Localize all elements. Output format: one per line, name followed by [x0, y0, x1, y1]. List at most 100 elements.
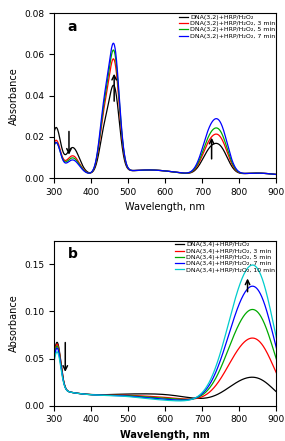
DNA(3,2)+HRP/H₂O₂, 7 min [194, 163, 198, 168]
DNA(3,4)+HRP/H₂O₂, 5 min [52, 355, 56, 360]
Line: DNA(3,4)+HRP/H₂O₂: DNA(3,4)+HRP/H₂O₂ [54, 342, 276, 398]
DNA(3,4)+HRP/H₂O₂ [55, 340, 59, 345]
DNA(3,4)+HRP/H₂O₂, 10 min [251, 262, 254, 268]
Line: DNA(3,2)+HRP/H₂O₂: DNA(3,2)+HRP/H₂O₂ [54, 85, 276, 175]
DNA(3,2)+HRP/H₂O₂, 3 min [188, 170, 191, 176]
DNA(3,4)+HRP/H₂O₂, 10 min [194, 395, 198, 400]
X-axis label: Wavelength, nm: Wavelength, nm [125, 202, 205, 213]
DNA(3,4)+HRP/H₂O₂ [182, 394, 185, 400]
Y-axis label: Absorbance: Absorbance [9, 67, 19, 124]
DNA(3,4)+HRP/H₂O₂, 3 min [194, 396, 198, 401]
DNA(3,2)+HRP/H₂O₂ [112, 82, 115, 88]
Text: b: b [68, 247, 77, 262]
DNA(3,4)+HRP/H₂O₂, 7 min [182, 397, 185, 403]
DNA(3,4)+HRP/H₂O₂, 5 min [66, 389, 70, 394]
DNA(3,2)+HRP/H₂O₂, 3 min [182, 171, 185, 176]
Line: DNA(3,2)+HRP/H₂O₂, 3 min: DNA(3,2)+HRP/H₂O₂, 3 min [54, 59, 276, 175]
Legend: DNA(3,2)+HRP/H₂O₂, DNA(3,2)+HRP/H₂O₂, 3 min, DNA(3,2)+HRP/H₂O₂, 5 min, DNA(3,2)+: DNA(3,2)+HRP/H₂O₂, DNA(3,2)+HRP/H₂O₂, 3 … [178, 14, 276, 39]
DNA(3,2)+HRP/H₂O₂, 5 min [52, 142, 56, 148]
DNA(3,2)+HRP/H₂O₂ [188, 170, 191, 176]
DNA(3,2)+HRP/H₂O₂, 3 min [244, 171, 248, 176]
Legend: DNA(3,4)+HRP/H₂O₂, DNA(3,4)+HRP/H₂O₂, 3 min, DNA(3,4)+HRP/H₂O₂, 5 min, DNA(3,4)+: DNA(3,4)+HRP/H₂O₂, DNA(3,4)+HRP/H₂O₂, 3 … [174, 241, 276, 273]
DNA(3,4)+HRP/H₂O₂, 3 min [182, 396, 185, 402]
DNA(3,2)+HRP/H₂O₂, 3 min [52, 141, 56, 146]
DNA(3,2)+HRP/H₂O₂, 3 min [112, 56, 115, 61]
DNA(3,4)+HRP/H₂O₂, 5 min [251, 307, 254, 312]
DNA(3,2)+HRP/H₂O₂ [52, 129, 56, 135]
DNA(3,2)+HRP/H₂O₂, 7 min [275, 172, 278, 177]
DNA(3,4)+HRP/H₂O₂, 3 min [251, 336, 254, 341]
Y-axis label: Absorbance: Absorbance [9, 295, 19, 352]
DNA(3,4)+HRP/H₂O₂, 3 min [52, 353, 56, 359]
DNA(3,4)+HRP/H₂O₂, 10 min [66, 389, 70, 394]
DNA(3,2)+HRP/H₂O₂, 7 min [244, 171, 248, 176]
DNA(3,2)+HRP/H₂O₂, 5 min [112, 47, 115, 52]
DNA(3,2)+HRP/H₂O₂ [182, 171, 185, 176]
DNA(3,4)+HRP/H₂O₂, 7 min [194, 395, 198, 400]
Line: DNA(3,4)+HRP/H₂O₂, 5 min: DNA(3,4)+HRP/H₂O₂, 5 min [54, 310, 276, 400]
DNA(3,4)+HRP/H₂O₂, 10 min [244, 268, 248, 273]
DNA(3,2)+HRP/H₂O₂, 7 min [52, 143, 56, 148]
DNA(3,4)+HRP/H₂O₂, 7 min [221, 350, 225, 355]
DNA(3,4)+HRP/H₂O₂ [52, 352, 56, 357]
DNA(3,4)+HRP/H₂O₂, 7 min [52, 356, 56, 361]
DNA(3,4)+HRP/H₂O₂, 3 min [187, 396, 190, 402]
DNA(3,4)+HRP/H₂O₂, 3 min [275, 370, 278, 376]
DNA(3,4)+HRP/H₂O₂, 5 min [183, 397, 186, 402]
DNA(3,4)+HRP/H₂O₂, 5 min [188, 396, 191, 402]
DNA(3,2)+HRP/H₂O₂ [275, 172, 278, 177]
Line: DNA(3,4)+HRP/H₂O₂, 10 min: DNA(3,4)+HRP/H₂O₂, 10 min [54, 265, 276, 401]
DNA(3,4)+HRP/H₂O₂ [275, 389, 278, 395]
DNA(3,2)+HRP/H₂O₂, 3 min [221, 139, 225, 144]
DNA(3,2)+HRP/H₂O₂, 7 min [112, 41, 115, 46]
DNA(3,2)+HRP/H₂O₂ [244, 171, 248, 176]
DNA(3,4)+HRP/H₂O₂, 7 min [244, 288, 248, 294]
DNA(3,4)+HRP/H₂O₂, 10 min [221, 341, 225, 346]
DNA(3,2)+HRP/H₂O₂, 5 min [194, 164, 198, 169]
DNA(3,2)+HRP/H₂O₂ [66, 150, 70, 155]
DNA(3,2)+HRP/H₂O₂, 5 min [244, 171, 248, 176]
DNA(3,2)+HRP/H₂O₂, 5 min [66, 158, 70, 164]
DNA(3,4)+HRP/H₂O₂, 3 min [221, 372, 225, 377]
DNA(3,4)+HRP/H₂O₂, 3 min [188, 396, 191, 402]
DNA(3,4)+HRP/H₂O₂, 10 min [52, 359, 56, 364]
DNA(3,4)+HRP/H₂O₂, 10 min [178, 398, 181, 404]
DNA(3,4)+HRP/H₂O₂, 7 min [188, 397, 191, 402]
DNA(3,2)+HRP/H₂O₂, 7 min [182, 170, 185, 176]
Line: DNA(3,4)+HRP/H₂O₂, 7 min: DNA(3,4)+HRP/H₂O₂, 7 min [54, 286, 276, 400]
X-axis label: Wavelength, nm: Wavelength, nm [121, 430, 210, 440]
DNA(3,4)+HRP/H₂O₂, 7 min [275, 346, 278, 351]
DNA(3,2)+HRP/H₂O₂, 3 min [275, 172, 278, 177]
DNA(3,2)+HRP/H₂O₂, 3 min [194, 165, 198, 170]
DNA(3,2)+HRP/H₂O₂, 7 min [221, 126, 225, 131]
Line: DNA(3,2)+HRP/H₂O₂, 7 min: DNA(3,2)+HRP/H₂O₂, 7 min [54, 43, 276, 175]
Text: a: a [68, 20, 77, 34]
Line: DNA(3,4)+HRP/H₂O₂, 3 min: DNA(3,4)+HRP/H₂O₂, 3 min [54, 338, 276, 399]
DNA(3,4)+HRP/H₂O₂, 10 min [182, 398, 185, 404]
DNA(3,4)+HRP/H₂O₂, 10 min [275, 336, 278, 341]
DNA(3,4)+HRP/H₂O₂, 3 min [244, 338, 248, 344]
DNA(3,2)+HRP/H₂O₂, 7 min [66, 160, 70, 165]
DNA(3,4)+HRP/H₂O₂, 5 min [275, 357, 278, 362]
DNA(3,4)+HRP/H₂O₂, 5 min [244, 310, 248, 316]
DNA(3,4)+HRP/H₂O₂ [245, 375, 248, 381]
DNA(3,2)+HRP/H₂O₂, 7 min [188, 170, 191, 175]
DNA(3,2)+HRP/H₂O₂ [194, 167, 198, 172]
DNA(3,4)+HRP/H₂O₂, 5 min [182, 397, 185, 402]
DNA(3,4)+HRP/H₂O₂ [66, 389, 70, 394]
DNA(3,4)+HRP/H₂O₂, 3 min [66, 389, 70, 394]
DNA(3,4)+HRP/H₂O₂, 7 min [66, 389, 70, 394]
DNA(3,4)+HRP/H₂O₂, 5 min [194, 396, 198, 401]
DNA(3,2)+HRP/H₂O₂, 5 min [221, 134, 225, 139]
DNA(3,4)+HRP/H₂O₂ [222, 389, 225, 394]
DNA(3,4)+HRP/H₂O₂ [198, 396, 201, 401]
DNA(3,4)+HRP/H₂O₂ [188, 395, 191, 400]
DNA(3,4)+HRP/H₂O₂, 7 min [180, 397, 184, 403]
DNA(3,2)+HRP/H₂O₂, 5 min [188, 170, 191, 175]
DNA(3,4)+HRP/H₂O₂, 7 min [251, 284, 254, 289]
DNA(3,2)+HRP/H₂O₂, 3 min [66, 157, 70, 162]
DNA(3,2)+HRP/H₂O₂, 5 min [275, 172, 278, 177]
DNA(3,4)+HRP/H₂O₂ [194, 396, 198, 401]
Line: DNA(3,2)+HRP/H₂O₂, 5 min: DNA(3,2)+HRP/H₂O₂, 5 min [54, 50, 276, 175]
DNA(3,4)+HRP/H₂O₂, 5 min [221, 360, 225, 365]
